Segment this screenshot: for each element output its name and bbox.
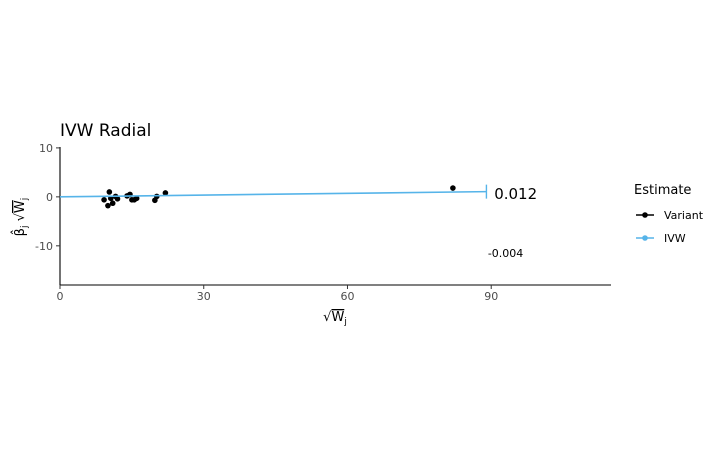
svg-text:√Wj: √Wj: [323, 310, 347, 327]
svg-text:β̂j √Wj: β̂j √Wj: [11, 198, 30, 237]
variant-point: [105, 202, 111, 209]
y-axis-title: β̂j √Wj: [11, 198, 30, 237]
y-tick-label: 10: [39, 142, 53, 155]
variant-point: [101, 197, 107, 203]
x-tick-label: 60: [340, 290, 354, 303]
legend-label: Variant: [664, 209, 704, 222]
chart-title: IVW Radial: [60, 121, 151, 141]
legend-title: Estimate: [634, 183, 691, 198]
x-tick-label: 30: [197, 290, 211, 303]
variant-point: [162, 190, 169, 196]
legend-label: IVW: [664, 232, 686, 245]
ivw-line: [59, 190, 487, 198]
x-tick-label: 0: [57, 290, 64, 303]
annotation-label: 0.012: [494, 185, 537, 203]
variant-point: [106, 189, 113, 195]
x-axis-title: √Wj: [323, 310, 347, 327]
variant-point: [450, 185, 456, 191]
legend-key-point: [642, 235, 648, 241]
x-tick-label: 90: [484, 290, 498, 303]
legend-key-point: [642, 212, 648, 218]
legend: Estimate Variant IVW: [634, 183, 704, 245]
plot-area: 0 30 60 90 -10 0 10 0.012 -0.004: [35, 142, 611, 303]
variant-point: [114, 196, 121, 202]
y-tick-label: -10: [35, 240, 53, 253]
variant-point: [109, 200, 116, 207]
y-tick-label: 0: [46, 191, 53, 204]
variant-point: [133, 195, 140, 202]
annotation-label: -0.004: [488, 247, 523, 260]
